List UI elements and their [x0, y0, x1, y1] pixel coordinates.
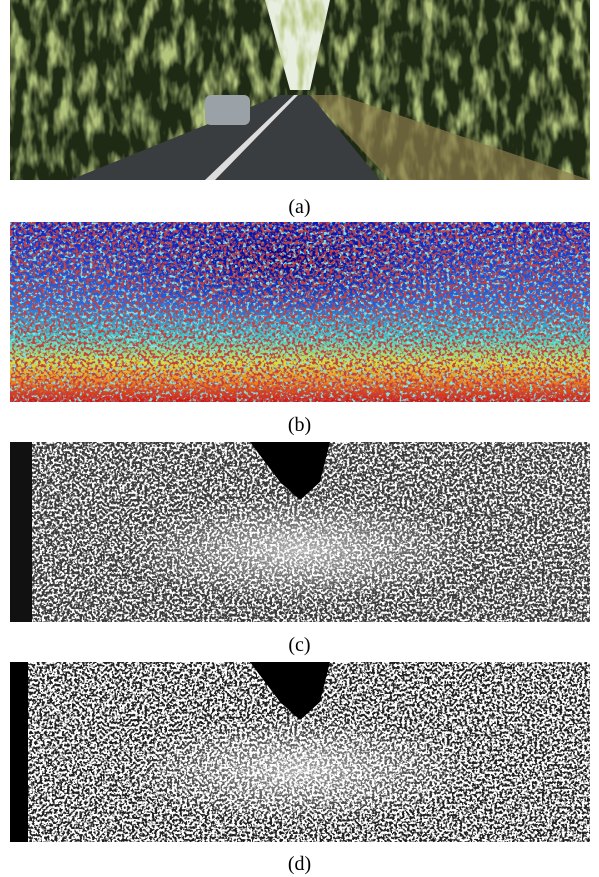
photo-panel	[10, 0, 590, 180]
caption: (a)	[0, 195, 599, 219]
page: {"figure": {"panels": [{"caption": "(a)"…	[0, 0, 599, 877]
caption: (b)	[0, 413, 599, 437]
disparity-panel	[10, 222, 590, 402]
confidence-panel	[10, 662, 590, 842]
caption: (d)	[0, 852, 599, 876]
confidence-panel	[10, 442, 590, 622]
caption: (c)	[0, 633, 599, 657]
